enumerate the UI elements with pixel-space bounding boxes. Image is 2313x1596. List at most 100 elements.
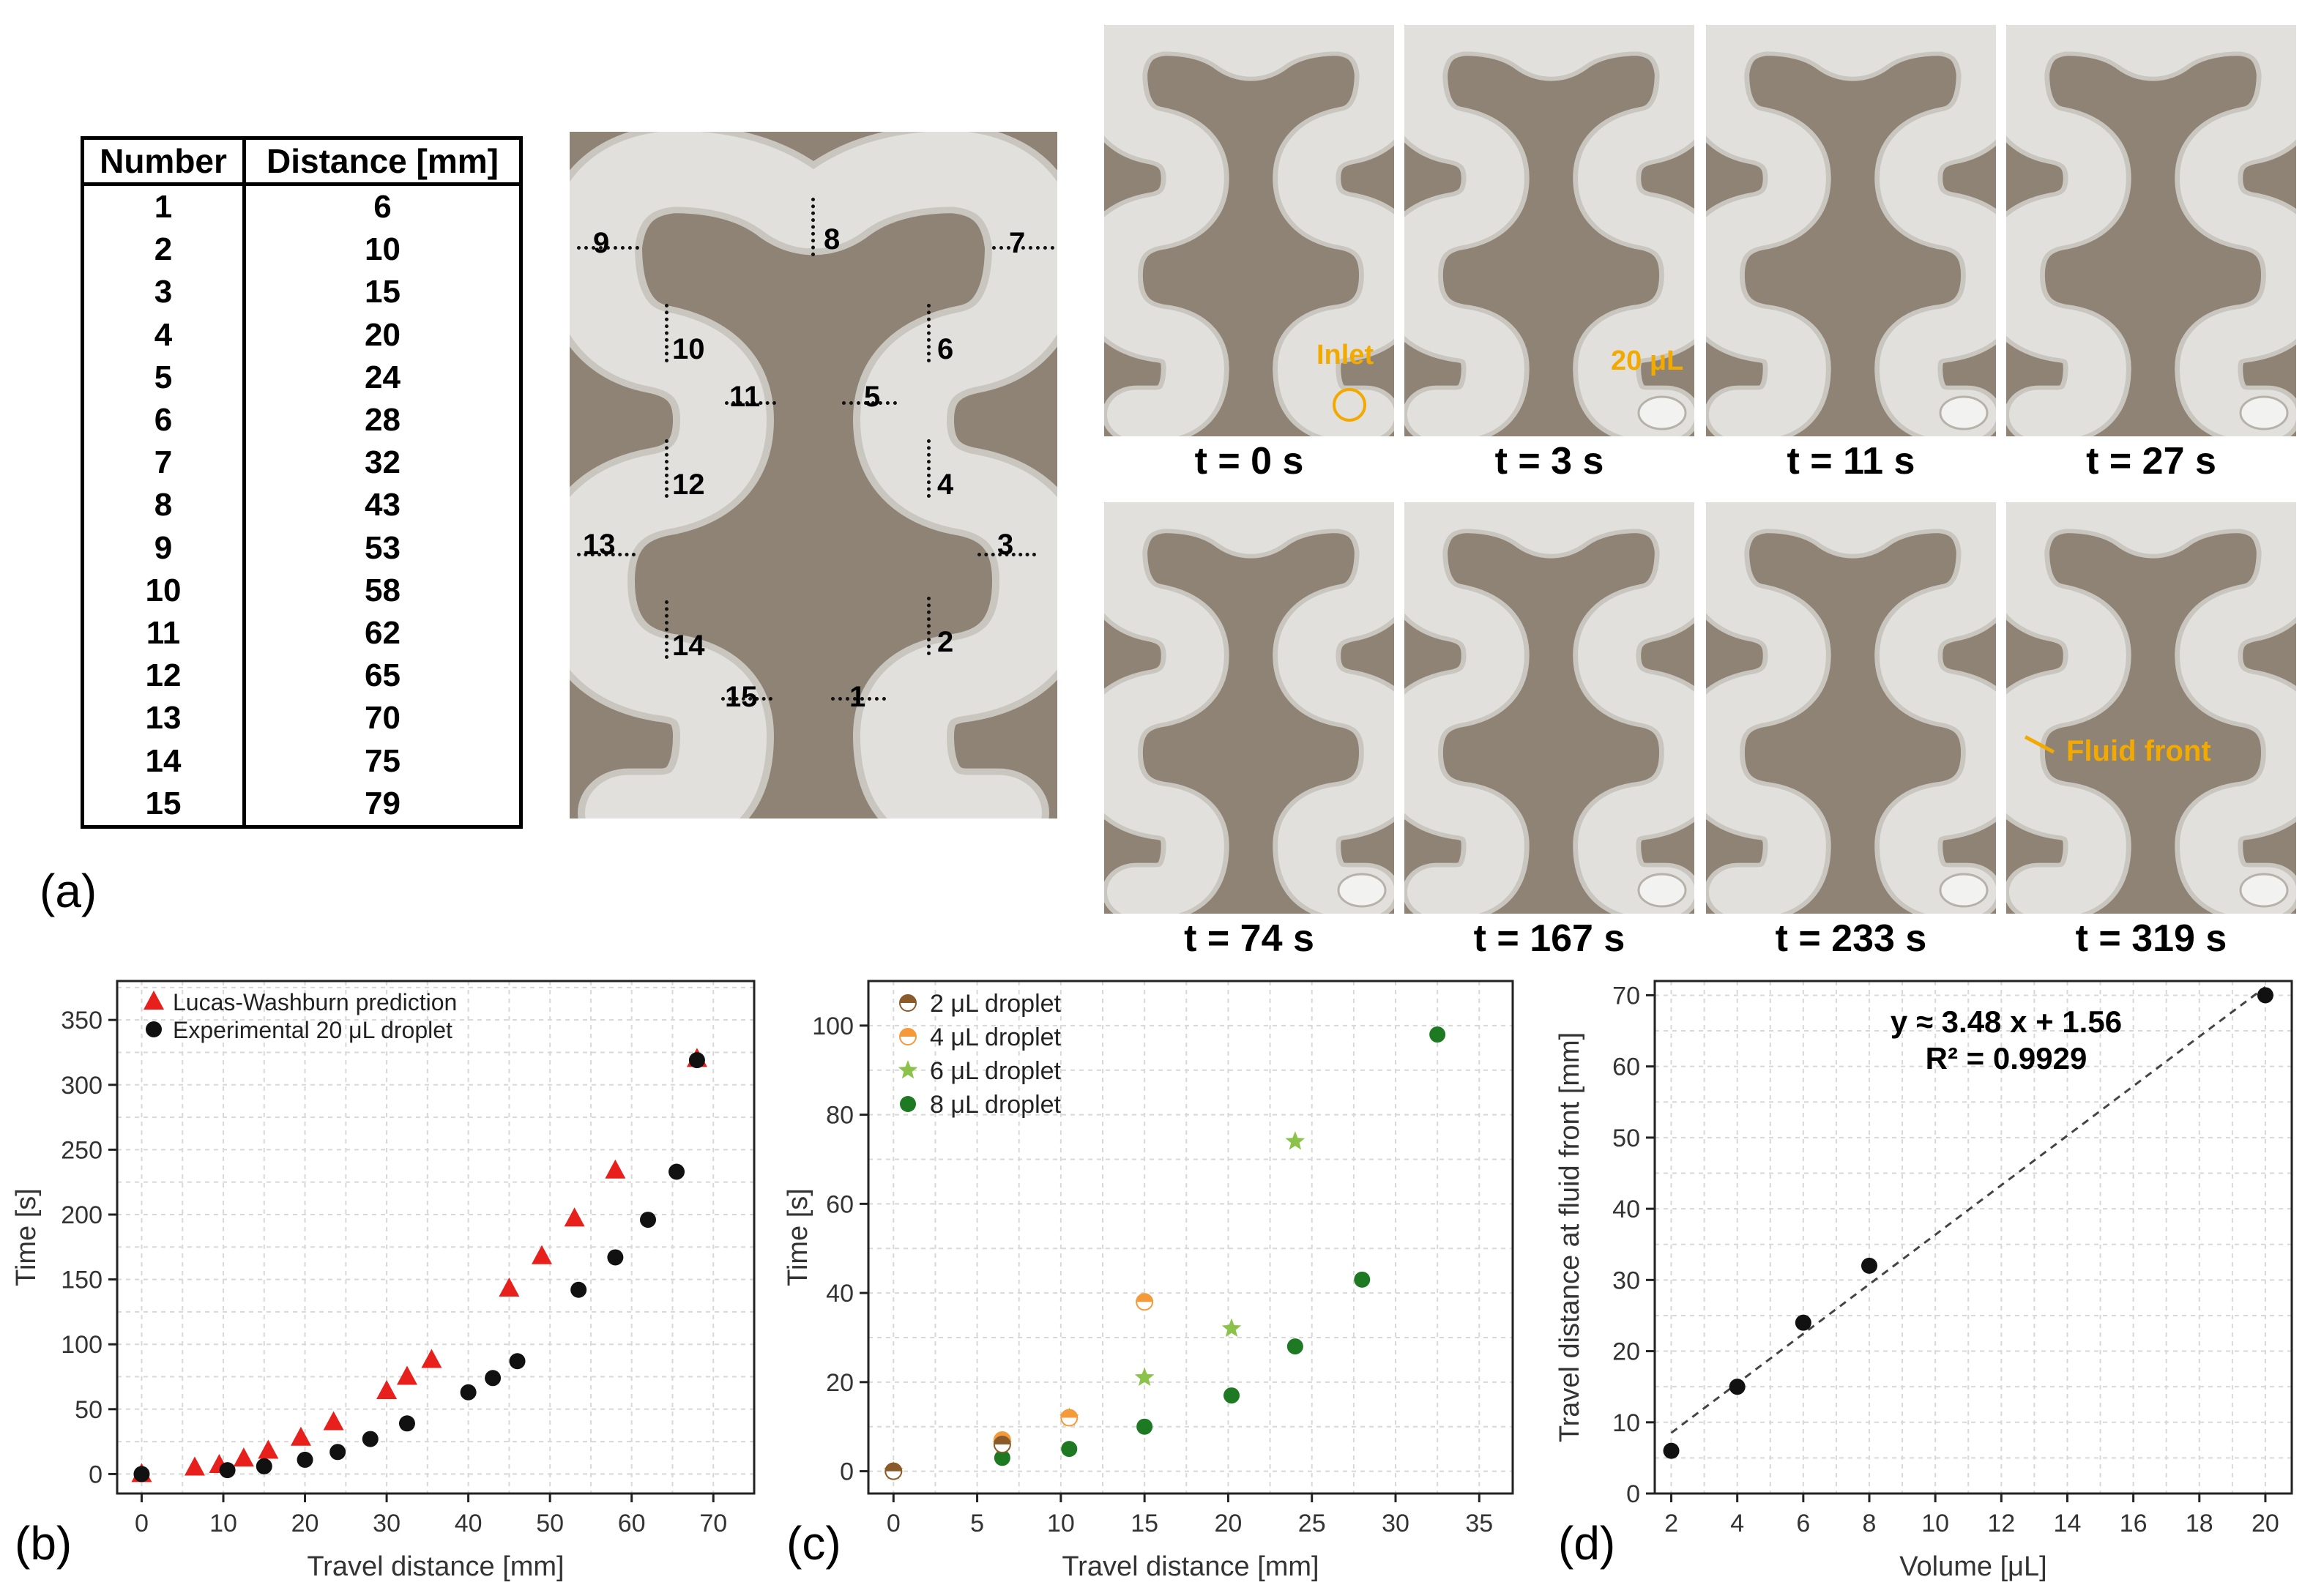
snapshot-time-caption: t = 167 s [1473,917,1625,960]
y-tick-label: 300 [61,1072,103,1100]
snapshot-image [1104,502,1394,914]
table-cell-number: 10 [82,569,246,612]
panel-label-d: (d) [1558,1517,1615,1570]
data-point-8uL [1354,1271,1371,1288]
cross-section-line [665,600,668,659]
fit-line [1670,985,2266,1434]
table-cell-distance: 43 [365,487,401,523]
x-tick-label: 0 [135,1510,149,1537]
x-tick-label: 15 [1131,1510,1158,1537]
cross-section-number: 14 [672,630,705,662]
y-tick-label: 70 [1612,982,1640,1010]
cross-section-line [811,198,815,256]
x-tick-label: 20 [1215,1510,1243,1537]
cross-section-number: 3 [997,529,1014,561]
cross-section-line [577,246,639,250]
table-cell-distance: 15 [365,274,401,310]
cross-section-number: 9 [593,227,610,259]
snapshot-time-caption: t = 319 s [2075,917,2227,960]
x-tick-label: 10 [209,1510,237,1537]
r-squared: R² = 0.9929 [1926,1041,2087,1075]
snapshot-time-caption: t = 0 s [1194,440,1304,482]
x-tick-label: 6 [1796,1510,1810,1537]
y-tick-label: 0 [1626,1480,1640,1508]
data-point-2uL [993,1436,1011,1454]
column-header-distance: Distance [mm] [244,138,521,186]
legend-label: Experimental 20 μL droplet [173,1017,452,1043]
y-tick-label: 40 [826,1280,854,1308]
plot-frame [867,980,1514,1495]
table-cell-distance: 53 [365,529,401,566]
y-tick-label: 80 [826,1102,854,1130]
cross-section-number: 13 [583,529,616,561]
data-point-experimental [688,1052,705,1069]
legend-marker [899,994,917,1012]
y-tick-label: 150 [61,1267,103,1294]
legend-marker [900,1096,916,1112]
x-tick-label: 25 [1298,1510,1326,1537]
y-tick-label: 0 [89,1461,103,1488]
table-cell-number: 15 [82,782,246,827]
table-cell-number: 14 [82,739,246,783]
data-point-experimental [570,1281,587,1298]
cross-section-number: 11 [729,381,761,413]
data-point-experimental [398,1415,415,1432]
legend-marker [898,1060,918,1079]
cross-section-line [977,553,1036,556]
snapshot-annotation: Inlet [1316,340,1374,370]
cross-section-number: 2 [937,626,954,658]
x-tick-label: 50 [536,1510,564,1537]
legend: 2 μL droplet 4 μL droplet 6 μL droplet 8 μL… [898,990,1062,1119]
inlet-circle-marker [1333,388,1366,422]
table-row: 8 43 [82,484,521,527]
y-tick-label: 60 [1612,1054,1640,1081]
data-point-experimental [607,1249,624,1266]
data-point-8uL [1223,1387,1240,1404]
cross-section-line [721,697,772,701]
table-header-row: Number Distance [mm] [82,138,521,186]
legend-marker [146,1021,162,1037]
cross-section-line [992,246,1054,250]
x-tick-label: 30 [1382,1510,1409,1537]
data-point-8uL [1429,1026,1446,1043]
chart-b-time-vs-distance: 0 10 20 30 40 50 60 70 0 50 100 150 200 250 300 350 Trav… [11,980,756,1582]
data-point-experimental [219,1462,236,1479]
cross-section-line [577,553,636,556]
y-tick-label: 30 [1612,1267,1640,1294]
table-cell-number: 1 [82,184,246,229]
x-tick-label: 0 [887,1510,901,1537]
data-point [1861,1257,1878,1274]
table-cell-distance: 65 [365,657,401,694]
table-row: 10 58 [82,569,521,612]
data-point-experimental [329,1444,346,1461]
y-tick-label: 350 [61,1007,103,1034]
cross-section-number: 7 [1009,227,1026,259]
cross-section-line [665,439,668,498]
data-point-4uL [1136,1293,1154,1311]
data-point-experimental [509,1353,526,1370]
snapshot-annotation: 20 μL [1611,346,1684,376]
legend-label: Lucas-Washburn prediction [173,989,457,1015]
cross-section-line [725,401,776,405]
data-point-prediction [532,1245,552,1264]
table-cell-distance: 58 [365,572,401,608]
table-row: 13 70 [82,697,521,740]
x-tick-label: 40 [455,1510,483,1537]
snapshot-annotation: Fluid front [2066,735,2211,767]
table-cell-number: 7 [82,441,246,485]
cross-section-line [927,439,931,498]
legend-label: 4 μL droplet [930,1023,1062,1051]
snapshot-time-caption: t = 3 s [1494,440,1604,482]
cross-section-line [927,304,931,362]
table-cell-distance: 6 [373,189,392,225]
data-point-2uL [884,1462,903,1480]
cross-section-number: 6 [937,333,954,365]
data-point-4uL [1060,1409,1079,1427]
snapshot-image [1706,502,1996,914]
table-row: 4 20 [82,313,521,357]
data-point-prediction [499,1278,520,1297]
y-tick-label: 10 [1612,1409,1640,1437]
table-row: 6 28 [82,398,521,442]
data-point-experimental [668,1163,685,1180]
x-tick-label: 30 [373,1510,401,1537]
